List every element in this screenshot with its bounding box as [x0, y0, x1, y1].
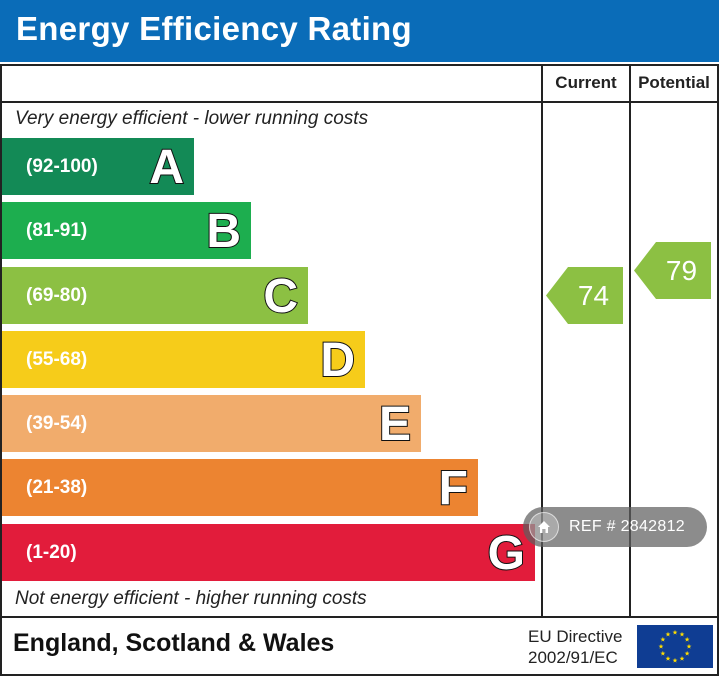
eu-star-icon	[665, 631, 671, 637]
eu-star-icon	[660, 650, 666, 656]
potential-column-header: Potential	[638, 73, 710, 92]
band-d: (55-68) D	[2, 331, 365, 388]
potential-rating-value: 79	[665, 254, 698, 286]
current-rating-arrow: 74	[546, 267, 623, 324]
potential-rating-arrow: 79	[634, 242, 711, 299]
current-rating-value: 74	[577, 279, 610, 311]
home-icon	[529, 512, 559, 542]
band-letter: B	[205, 204, 242, 259]
directive-line-1: EU Directive	[528, 627, 623, 646]
eu-star-icon	[684, 636, 690, 642]
band-letter: A	[148, 140, 185, 195]
directive-line-2: 2002/91/EC	[528, 648, 618, 667]
current-column-divider	[541, 64, 543, 617]
eu-star-icon	[672, 629, 678, 635]
reference-watermark: REF # 2842812	[523, 507, 707, 547]
header-bar: Energy Efficiency Rating	[0, 0, 719, 62]
band-range: (21-38)	[26, 477, 88, 498]
band-letter: C	[262, 269, 299, 324]
eu-star-icon	[672, 657, 678, 663]
region-label: England, Scotland & Wales	[13, 629, 335, 657]
page-title: Energy Efficiency Rating	[16, 10, 412, 47]
band-e: (39-54) E	[2, 395, 421, 452]
bottom-caption: Not energy efficient - higher running co…	[15, 588, 367, 609]
eu-star-icon	[665, 656, 671, 661]
eu-star-icon	[686, 643, 692, 649]
current-column-header: Current	[555, 73, 617, 92]
potential-column-divider	[629, 64, 631, 617]
band-g: (1-20) G	[2, 524, 535, 581]
band-range: (69-80)	[26, 285, 88, 306]
band-f: (21-38) F	[2, 459, 478, 516]
band-range: (92-100)	[26, 156, 98, 177]
reference-text: REF # 2842812	[569, 518, 685, 535]
top-caption: Very energy efficient - lower running co…	[15, 108, 369, 129]
band-c: (69-80) C	[2, 267, 308, 324]
band-letter: D	[319, 333, 356, 388]
band-b: (81-91) B	[2, 202, 251, 259]
eu-star-icon	[679, 656, 685, 661]
band-range: (39-54)	[26, 413, 88, 434]
footer-divider	[0, 616, 719, 618]
band-range: (1-20)	[26, 542, 77, 563]
eu-star-icon	[658, 643, 664, 649]
band-letter: E	[378, 397, 412, 452]
header-row-divider	[0, 101, 719, 103]
band-range: (81-91)	[26, 220, 88, 241]
band-letter: G	[487, 526, 526, 581]
eu-star-icon	[679, 631, 685, 637]
eu-star-icon	[684, 650, 690, 656]
eu-directive: EU Directive 2002/91/EC	[528, 626, 622, 668]
band-a: (92-100) A	[2, 138, 194, 195]
current-arrow-shape	[546, 267, 623, 324]
band-range: (55-68)	[26, 349, 88, 370]
band-letter: F	[438, 461, 469, 516]
eu-star-icon	[660, 636, 666, 642]
eu-flag-icon	[637, 625, 713, 668]
potential-arrow-shape	[634, 242, 711, 299]
chart-frame	[0, 64, 719, 676]
